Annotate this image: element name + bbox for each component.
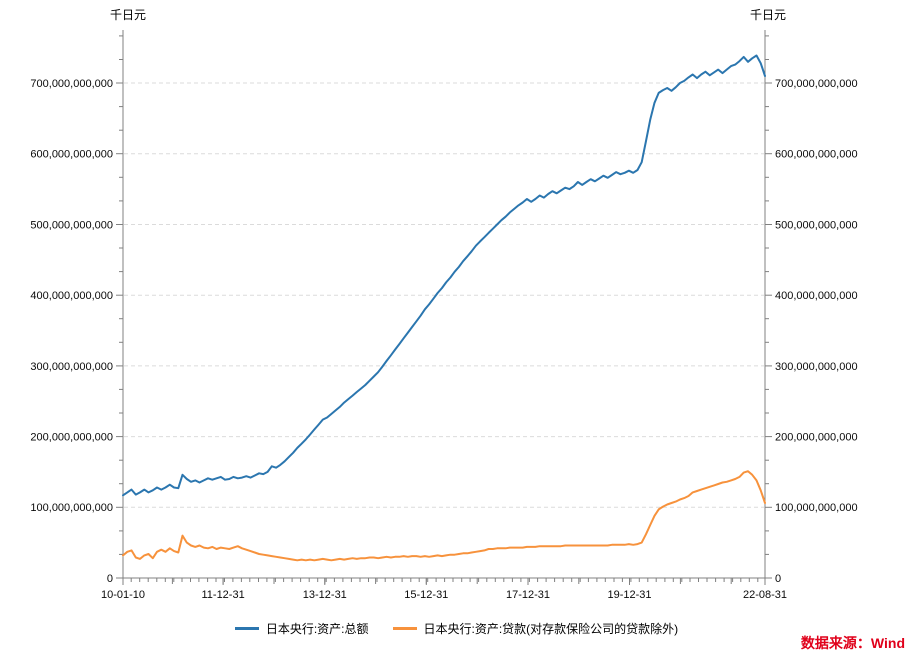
legend-label-total-assets: 日本央行:资产:总额 xyxy=(265,622,369,636)
y-tick-label-right: 300,000,000,000 xyxy=(775,361,858,373)
y-tick-label-left: 400,000,000,000 xyxy=(30,290,113,302)
y-tick-label-right: 600,000,000,000 xyxy=(775,149,858,161)
y-tick-label-left: 100,000,000,000 xyxy=(30,502,113,514)
y-tick-label-right: 0 xyxy=(775,573,781,585)
x-tick-label: 13-12-31 xyxy=(303,589,347,601)
y-tick-label-left: 600,000,000,000 xyxy=(30,149,113,161)
y-axis-unit-label-left: 千日元 xyxy=(109,8,147,22)
chart-legend: 日本央行:资产:总额 日本央行:资产:贷款(对存款保险公司的贷款除外) xyxy=(0,620,913,637)
y-tick-label-left: 200,000,000,000 xyxy=(30,431,113,443)
y-tick-label-right: 100,000,000,000 xyxy=(775,502,858,514)
x-tick-label: 19-12-31 xyxy=(607,589,651,601)
x-tick-label: 15-12-31 xyxy=(404,589,448,601)
axes xyxy=(122,30,766,579)
y-tick-label-left: 0 xyxy=(107,573,113,585)
legend-swatch-loans xyxy=(392,627,417,630)
axis-labels: 0 0 100,000,000,000 100,000,000,000 200,000,… xyxy=(30,78,857,601)
series-line-1 xyxy=(122,470,766,562)
legend-item-loans: 日本央行:资产:贷款(对存款保险公司的贷款除外) xyxy=(392,620,679,637)
y-tick-label-right: 500,000,000,000 xyxy=(775,219,858,231)
legend-swatch-total-assets xyxy=(234,627,259,630)
y-tick-label-left: 500,000,000,000 xyxy=(30,219,113,231)
x-tick-label: 17-12-31 xyxy=(506,589,550,601)
y-tick-label-right: 400,000,000,000 xyxy=(775,290,858,302)
x-tick-label: 10-01-10 xyxy=(101,589,145,601)
y-tick-label-right: 200,000,000,000 xyxy=(775,431,858,443)
y-tick-label-left: 300,000,000,000 xyxy=(30,361,113,373)
x-tick-label: 11-12-31 xyxy=(201,589,244,601)
y-tick-label-left: 700,000,000,000 xyxy=(30,78,113,90)
y-axis-unit-label-right: 千日元 xyxy=(749,8,787,22)
y-tick-label-right: 700,000,000,000 xyxy=(775,78,858,90)
series-line-0 xyxy=(122,54,766,497)
axis-ticks xyxy=(116,35,772,585)
legend-label-loans: 日本央行:资产:贷款(对存款保险公司的贷款除外) xyxy=(423,622,679,636)
data-source-note: 数据来源：Wind xyxy=(800,635,905,651)
y-gridlines xyxy=(124,82,764,508)
legend-item-total-assets: 日本央行:资产:总额 xyxy=(234,620,369,637)
x-tick-label: 22-08-31 xyxy=(743,589,787,601)
